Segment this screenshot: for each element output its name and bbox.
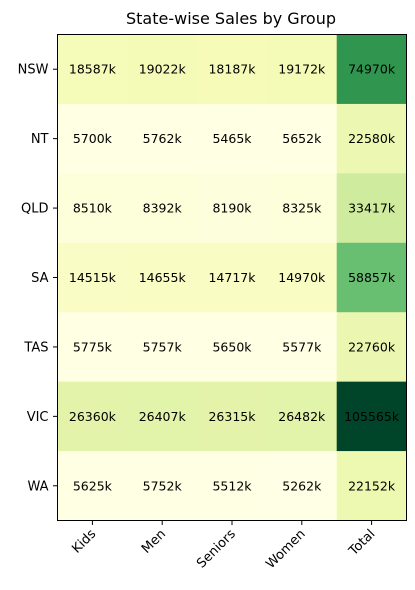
heatmap-cell [336, 312, 407, 383]
y-tick-label: TAS [23, 340, 48, 355]
heatmap-cells [57, 34, 407, 521]
cell-value-label: 5577k [282, 339, 322, 354]
heatmap-cell [197, 312, 268, 383]
cell-value-label: 14970k [278, 270, 326, 285]
cell-value-label: 5757k [143, 339, 183, 354]
cell-value-label: 5512k [212, 478, 252, 493]
x-tick-label: Men [139, 527, 169, 557]
cell-value-label: 5652k [282, 131, 322, 146]
heatmap-cell [197, 242, 268, 313]
cell-value-label: 26315k [208, 409, 256, 424]
cell-value-label: 8325k [282, 201, 322, 216]
cell-value-label: 8190k [212, 201, 252, 216]
heatmap-cell [127, 451, 198, 521]
cell-value-label: 8510k [73, 201, 113, 216]
heatmap-cell [127, 242, 198, 313]
heatmap-cell [57, 312, 128, 383]
cell-value-label: 5262k [282, 478, 322, 493]
heatmap-cell [57, 34, 128, 105]
heatmap-cell [127, 34, 198, 105]
cell-value-label: 5650k [212, 339, 252, 354]
cell-value-label: 5465k [212, 131, 252, 146]
heatmap-cell [336, 103, 407, 174]
heatmap-cell [197, 103, 268, 174]
heatmap-cell [336, 451, 407, 521]
cell-value-label: 22152k [348, 478, 396, 493]
heatmap-cell [266, 381, 338, 452]
x-tick-label: Kids [69, 527, 99, 557]
cell-value-label: 18187k [208, 62, 256, 77]
y-tick-label: NT [31, 132, 49, 147]
cell-value-label: 18587k [69, 62, 117, 77]
heatmap-cell [266, 103, 338, 174]
heatmap-cell [57, 103, 128, 174]
x-axis: Kids Men Seniors Women Total [69, 520, 379, 572]
heatmap-cell [336, 173, 407, 244]
heatmap-cell [127, 173, 198, 244]
cell-value-label: 19172k [278, 62, 326, 77]
cell-value-label: 14717k [208, 270, 256, 285]
cell-value-label: 33417k [348, 201, 396, 216]
x-tick-label: Total [346, 527, 379, 560]
cell-value-label: 5625k [73, 478, 113, 493]
heatmap-cell [197, 173, 268, 244]
heatmap-cell [57, 451, 128, 521]
heatmap-cell [57, 242, 128, 313]
heatmap-cell [336, 381, 407, 452]
cell-value-label: 22760k [348, 339, 396, 354]
cell-value-label: 14515k [69, 270, 117, 285]
heatmap-cell [127, 312, 198, 383]
cell-value-label: 22580k [348, 131, 396, 146]
cell-value-label: 5762k [143, 131, 183, 146]
x-tick-label: Women [263, 527, 308, 572]
cell-value-label: 105565k [344, 409, 400, 424]
cell-value-label: 74970k [348, 62, 396, 77]
heatmap-cell [197, 34, 268, 105]
heatmap-cell [266, 242, 338, 313]
y-tick-label: QLD [21, 202, 49, 217]
y-tick-label: VIC [27, 410, 49, 425]
heatmap-cell [127, 381, 198, 452]
cell-labels: 18587k 19022k 18187k 19172k 74970k 5700k 5762k… [69, 62, 400, 494]
heatmap-cell [266, 451, 338, 521]
heatmap-cell [197, 451, 268, 521]
heatmap-cell [57, 173, 128, 244]
y-axis: NSW NT QLD SA TAS VIC WA [18, 63, 58, 494]
heatmap-cell [266, 173, 338, 244]
heatmap-cell [127, 103, 198, 174]
heatmap-cell [336, 242, 407, 313]
cell-value-label: 5700k [73, 131, 113, 146]
cell-value-label: 26360k [69, 409, 117, 424]
y-tick-label: WA [27, 479, 48, 494]
heatmap-cell [57, 381, 128, 452]
chart-title: State-wise Sales by Group [126, 9, 336, 28]
heatmap-cell [266, 34, 338, 105]
cell-value-label: 14655k [139, 270, 187, 285]
cell-value-label: 58857k [348, 270, 396, 285]
heatmap-cell [336, 34, 407, 105]
cell-value-label: 5752k [143, 478, 183, 493]
cell-value-label: 5775k [73, 339, 113, 354]
cell-value-label: 19022k [139, 62, 187, 77]
y-tick-label: NSW [18, 63, 49, 78]
heatmap-cell [266, 312, 338, 383]
cell-value-label: 8392k [143, 201, 183, 216]
cell-value-label: 26482k [278, 409, 326, 424]
cell-value-label: 26407k [139, 409, 187, 424]
y-tick-label: SA [31, 271, 48, 286]
heatmap-cell [197, 381, 268, 452]
x-tick-label: Seniors [194, 527, 239, 572]
